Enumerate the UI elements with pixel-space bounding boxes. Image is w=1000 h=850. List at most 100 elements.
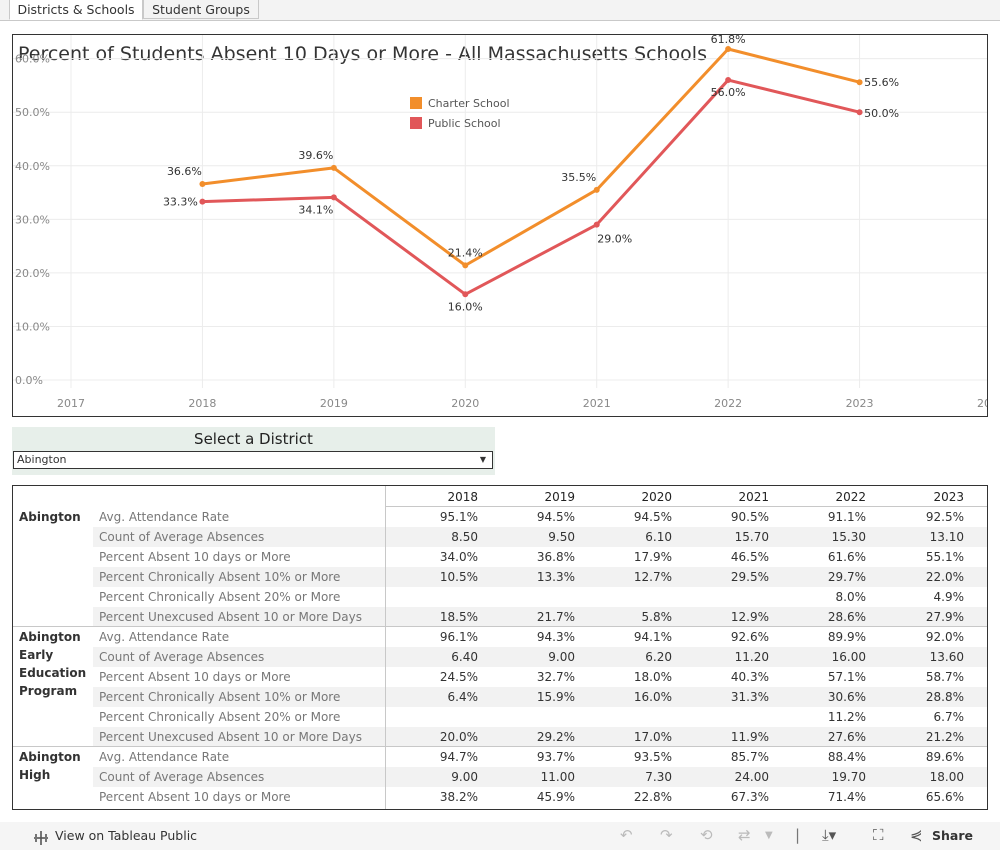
table-cell[interactable]: 7.30 <box>645 770 672 784</box>
table-cell[interactable]: 92.0% <box>925 630 964 644</box>
table-cell[interactable]: 11.2% <box>827 710 866 724</box>
table-cell[interactable]: 9.00 <box>548 650 575 664</box>
table-cell[interactable]: 92.5% <box>925 510 964 524</box>
data-point[interactable] <box>199 198 206 205</box>
share-button[interactable]: Share <box>932 828 973 843</box>
table-cell[interactable]: 46.5% <box>730 550 769 564</box>
tab-districts-schools[interactable]: Districts & Schools <box>9 0 143 20</box>
legend-label[interactable]: Public School <box>428 117 501 130</box>
data-point[interactable] <box>462 291 469 298</box>
data-point[interactable] <box>199 180 206 187</box>
table-cell[interactable]: 57.1% <box>827 670 866 684</box>
download-icon[interactable]: ⤓▾ <box>822 826 837 844</box>
table-cell[interactable]: 11.20 <box>734 650 769 664</box>
table-cell[interactable]: 29.2% <box>536 730 575 744</box>
table-cell[interactable]: 94.3% <box>536 630 575 644</box>
table-cell[interactable]: 6.4% <box>447 690 479 704</box>
table-cell[interactable]: 93.7% <box>536 750 575 764</box>
table-cell[interactable]: 45.9% <box>536 790 575 804</box>
data-point[interactable] <box>462 262 469 269</box>
table-cell[interactable]: 16.0% <box>633 690 672 704</box>
table-cell[interactable]: 29.7% <box>827 570 866 584</box>
table-cell[interactable]: 55.1% <box>925 550 964 564</box>
redo-icon[interactable]: ↷ <box>660 826 673 844</box>
view-on-tableau-link[interactable]: View on Tableau Public <box>55 828 198 843</box>
series-line-charter[interactable] <box>202 47 860 267</box>
table-cell[interactable]: 36.8% <box>536 550 575 564</box>
table-cell[interactable]: 8.0% <box>835 590 867 604</box>
chevron-down-icon[interactable]: ▼ <box>765 830 773 841</box>
refresh-icon[interactable]: ⇄ <box>738 826 751 844</box>
table-cell[interactable]: 67.3% <box>730 790 769 804</box>
table-cell[interactable]: 34.0% <box>439 550 478 564</box>
table-cell[interactable]: 30.6% <box>827 690 866 704</box>
table-cell[interactable]: 9.50 <box>548 530 575 544</box>
table-cell[interactable]: 94.1% <box>633 630 672 644</box>
table-cell[interactable]: 11.00 <box>540 770 575 784</box>
table-cell[interactable]: 18.00 <box>929 770 964 784</box>
legend-label[interactable]: Charter School <box>428 97 510 110</box>
data-point[interactable] <box>856 109 863 116</box>
table-cell[interactable]: 15.30 <box>831 530 866 544</box>
table-cell[interactable]: 8.50 <box>451 530 478 544</box>
table-cell[interactable]: 85.7% <box>730 750 769 764</box>
table-cell[interactable]: 13.60 <box>929 650 964 664</box>
table-cell[interactable]: 61.6% <box>827 550 866 564</box>
table-cell[interactable]: 13.10 <box>929 530 964 544</box>
table-cell[interactable]: 95.1% <box>439 510 478 524</box>
table-cell[interactable]: 22.0% <box>925 570 964 584</box>
share-icon[interactable]: ⋞ <box>910 826 923 844</box>
table-cell[interactable]: 28.8% <box>925 690 964 704</box>
table-cell[interactable]: 93.5% <box>633 750 672 764</box>
table-cell[interactable]: 65.6% <box>925 790 964 804</box>
table-cell[interactable]: 6.20 <box>645 650 672 664</box>
data-point[interactable] <box>725 45 732 52</box>
table-cell[interactable]: 20.0% <box>439 730 478 744</box>
table-cell[interactable]: 27.6% <box>827 730 866 744</box>
table-cell[interactable]: 40.3% <box>730 670 769 684</box>
data-point[interactable] <box>593 186 600 193</box>
table-cell[interactable]: 4.9% <box>933 590 965 604</box>
fullscreen-icon[interactable]: ⛶ <box>873 826 884 844</box>
table-cell[interactable]: 32.7% <box>536 670 575 684</box>
table-cell[interactable]: 21.7% <box>536 610 575 624</box>
table-cell[interactable]: 18.0% <box>633 670 672 684</box>
table-cell[interactable]: 17.9% <box>633 550 672 564</box>
table-cell[interactable]: 24.00 <box>734 770 769 784</box>
table-cell[interactable]: 92.6% <box>730 630 769 644</box>
table-cell[interactable]: 89.9% <box>827 630 866 644</box>
line-chart[interactable]: 0.0% 10.0% 20.0% 30.0% 40.0% 50.0% 60.0% 2017 20… <box>13 35 987 416</box>
undo-icon[interactable]: ↶ <box>620 826 633 844</box>
table-cell[interactable]: 19.70 <box>831 770 866 784</box>
district-dropdown[interactable]: Abington ▼ <box>13 451 493 469</box>
table-cell[interactable]: 13.3% <box>536 570 575 584</box>
table-cell[interactable]: 38.2% <box>439 790 478 804</box>
table-cell[interactable]: 88.4% <box>827 750 866 764</box>
tab-student-groups[interactable]: Student Groups <box>143 0 259 19</box>
revert-icon[interactable]: ⟲ <box>700 826 713 844</box>
series-line-public[interactable] <box>202 78 860 296</box>
data-point[interactable] <box>330 164 337 171</box>
table-cell[interactable]: 18.5% <box>439 610 478 624</box>
table-cell[interactable]: 94.5% <box>536 510 575 524</box>
data-point[interactable] <box>725 77 732 84</box>
table-cell[interactable]: 10.5% <box>439 570 478 584</box>
table-cell[interactable]: 11.9% <box>730 730 769 744</box>
table-cell[interactable]: 58.7% <box>925 670 964 684</box>
table-cell[interactable]: 91.1% <box>827 510 866 524</box>
table-cell[interactable]: 6.7% <box>933 710 965 724</box>
table-cell[interactable]: 94.7% <box>439 750 478 764</box>
table-cell[interactable]: 6.40 <box>451 650 478 664</box>
table-cell[interactable]: 6.10 <box>645 530 672 544</box>
table-cell[interactable]: 15.70 <box>734 530 769 544</box>
table-cell[interactable]: 21.2% <box>925 730 964 744</box>
table-cell[interactable]: 12.7% <box>633 570 672 584</box>
table-cell[interactable]: 22.8% <box>633 790 672 804</box>
table-cell[interactable]: 90.5% <box>730 510 769 524</box>
table-cell[interactable]: 94.5% <box>633 510 672 524</box>
table-cell[interactable]: 28.6% <box>827 610 866 624</box>
table-cell[interactable]: 17.0% <box>633 730 672 744</box>
table-cell[interactable]: 9.00 <box>451 770 478 784</box>
table-cell[interactable]: 12.9% <box>730 610 769 624</box>
table-cell[interactable]: 16.00 <box>831 650 866 664</box>
